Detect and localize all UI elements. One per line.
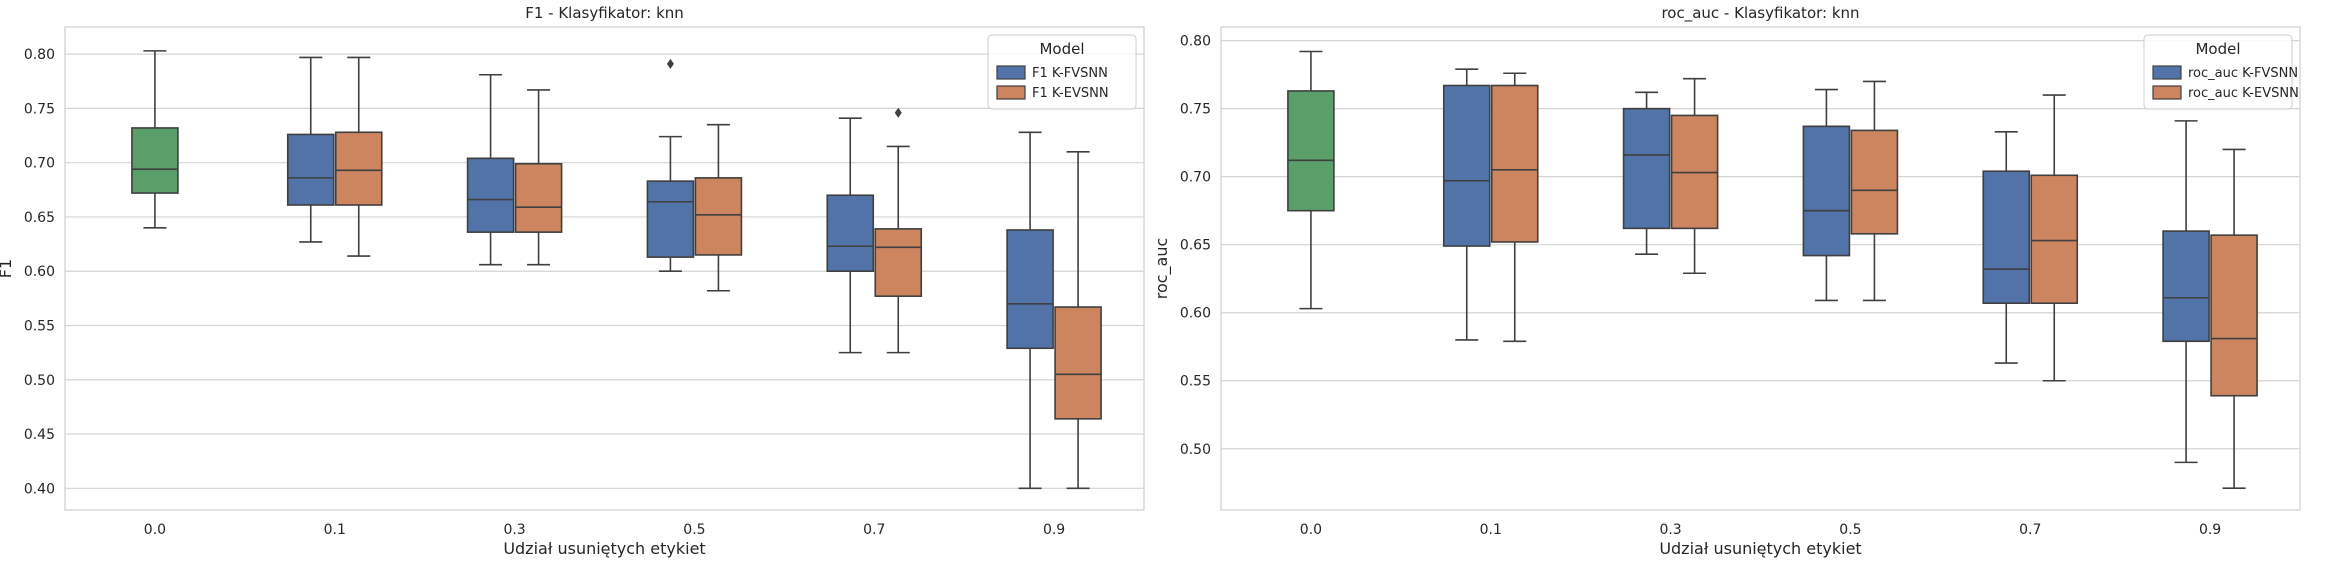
box-iqr	[1850, 129, 1899, 235]
y-tick-label: 0.65	[24, 210, 55, 226]
box-iqr	[2210, 234, 2258, 397]
legend: Model roc_auc K-FVSNN roc_auc K-EVSNN	[2143, 34, 2299, 110]
x-axis-label: Udział usuniętych etykiet	[1659, 539, 1861, 558]
box-series-2	[2210, 148, 2258, 490]
box-iqr	[694, 177, 743, 256]
plot-frame	[64, 26, 1145, 511]
x-axis-label: Udział usuniętych etykiet	[503, 539, 705, 558]
y-tick-label: 0.65	[1180, 238, 1211, 254]
outlier-point	[666, 58, 674, 69]
box-iqr	[1622, 107, 1671, 230]
y-tick-label: 0.55	[1180, 374, 1211, 390]
chart-title: F1 - Klasyfikator: knn	[525, 4, 684, 22]
box-baseline	[131, 50, 179, 229]
y-tick-label: 0.70	[1180, 170, 1211, 186]
box-iqr	[874, 228, 923, 297]
box-series-1	[1802, 88, 1851, 302]
box-series-1	[826, 117, 875, 354]
legend-title: Model	[1039, 40, 1084, 58]
box-iqr	[1287, 90, 1335, 212]
box-series-1	[286, 56, 335, 243]
legend-title: Model	[2195, 40, 2240, 58]
box-iqr	[1490, 84, 1539, 243]
x-tick-label: 0.7	[2019, 522, 2041, 538]
x-tick-label: 0.9	[1043, 522, 1065, 538]
legend-swatch	[2152, 65, 2182, 80]
y-tick-label: 0.50	[24, 373, 55, 389]
box-iqr	[646, 180, 695, 258]
box-iqr	[1054, 306, 1102, 420]
legend-label: roc_auc K-EVSNN	[2188, 86, 2299, 101]
y-axis-label: F1	[0, 259, 15, 278]
box-series-1	[466, 73, 515, 266]
box-series-2	[1670, 77, 1719, 275]
x-tick-label: 0.9	[2199, 522, 2221, 538]
box-iqr	[286, 133, 335, 206]
x-tick-label: 0.3	[503, 522, 525, 538]
box-series-1	[1442, 68, 1491, 341]
box-series-1	[646, 58, 695, 273]
box-series-2	[2030, 94, 2079, 382]
y-tick-label: 0.45	[24, 427, 55, 443]
box-series-2	[1054, 151, 1102, 490]
x-tick-label: 0.7	[863, 522, 885, 538]
legend-label: F1 K-EVSNN	[1032, 86, 1109, 101]
chart-panel-1: 0.40 0.45 0.50 0.55 0.60 0.65 0.70 0.75 0.80 0.0 0…	[0, 4, 1145, 558]
box-baseline	[1287, 50, 1335, 310]
legend-label: F1 K-FVSNN	[1032, 66, 1108, 81]
box-series-2	[874, 107, 923, 354]
y-tick-label: 0.75	[1180, 102, 1211, 118]
box-iqr	[2030, 174, 2079, 304]
box-series-2	[514, 89, 563, 266]
y-tick-label: 0.60	[1180, 306, 1211, 322]
y-tick-label: 0.60	[24, 264, 55, 280]
y-tick-label: 0.80	[1180, 34, 1211, 50]
box-series-1	[2162, 120, 2210, 464]
box-iqr	[2162, 230, 2210, 343]
box-series-1	[1006, 131, 1054, 490]
box-iqr	[1006, 229, 1054, 350]
y-tick-label: 0.75	[24, 101, 55, 117]
y-tick-label: 0.40	[24, 481, 55, 497]
box-iqr	[826, 194, 875, 273]
plot-frame	[1220, 26, 2301, 511]
box-iqr	[1442, 84, 1491, 247]
x-tick-label: 0.0	[144, 522, 166, 538]
x-tick-label: 0.3	[1659, 522, 1681, 538]
y-axis-label: roc_auc	[1152, 238, 1172, 300]
y-tick-label: 0.70	[24, 156, 55, 172]
box-series-1	[1622, 91, 1671, 256]
chart-title: roc_auc - Klasyfikator: knn	[1661, 4, 1859, 23]
x-tick-label: 0.1	[1480, 522, 1502, 538]
box-series-2	[1850, 80, 1899, 302]
box-iqr	[1802, 125, 1851, 257]
x-tick-label: 0.0	[1300, 522, 1322, 538]
y-tick-label: 0.80	[24, 47, 55, 63]
y-tick-label: 0.50	[1180, 442, 1211, 458]
chart-panel-2: 0.50 0.55 0.60 0.65 0.70 0.75 0.80 0.0 0.1 0.3 0.5…	[1152, 4, 2301, 558]
box-series-2	[694, 123, 743, 292]
box-series-1	[1982, 130, 2031, 364]
box-iqr	[1982, 170, 2031, 304]
box-series-2	[334, 56, 383, 257]
legend: Model F1 K-FVSNN F1 K-EVSNN	[987, 34, 1137, 110]
y-tick-label: 0.55	[24, 318, 55, 334]
x-tick-label: 0.1	[324, 522, 346, 538]
legend-swatch	[2152, 85, 2182, 100]
box-iqr	[131, 127, 179, 194]
legend-label: roc_auc K-FVSNN	[2188, 66, 2298, 81]
box-series-2	[1490, 72, 1539, 343]
legend-swatch	[996, 65, 1026, 80]
x-tick-label: 0.5	[1839, 522, 1861, 538]
x-tick-label: 0.5	[683, 522, 705, 538]
box-iqr	[334, 131, 383, 206]
outlier-point	[894, 107, 902, 118]
legend-swatch	[996, 85, 1026, 100]
box-iqr	[514, 162, 563, 233]
box-iqr	[466, 157, 515, 233]
